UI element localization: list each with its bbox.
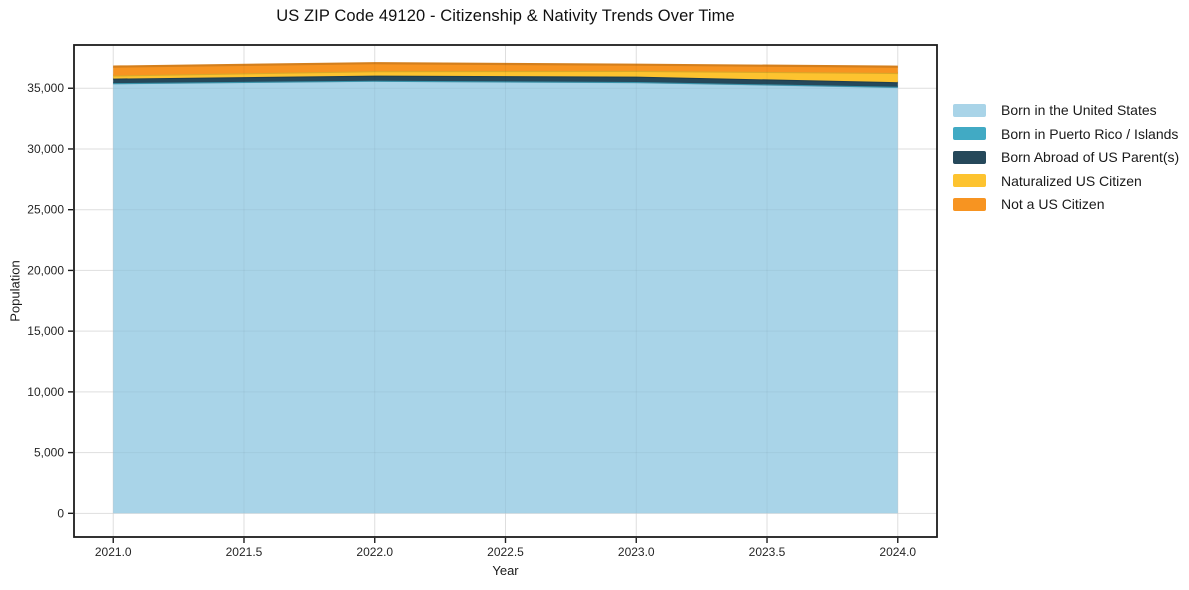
- legend-label: Born in Puerto Rico / Islands: [1001, 125, 1179, 142]
- legend-item-naturalized-us-citizen: Naturalized US Citizen: [953, 174, 1179, 188]
- x-tick-label: 2021.5: [226, 545, 263, 559]
- y-tick-label: 0: [57, 506, 64, 520]
- legend-swatch: [953, 197, 986, 211]
- legend: Born in the United States Born in Puerto …: [953, 103, 1179, 211]
- legend-label: Born in the United States: [1001, 102, 1157, 118]
- y-tick-label: 20,000: [27, 263, 64, 277]
- legend-item-born-in-puerto-rico-islands: Born in Puerto Rico / Islands: [953, 127, 1179, 141]
- x-axis-label: Year: [492, 563, 519, 578]
- legend-swatch: [953, 150, 986, 164]
- chart-title: US ZIP Code 49120 - Citizenship & Nativi…: [276, 7, 735, 25]
- y-tick-label: 5,000: [34, 446, 64, 460]
- y-axis-label: Population: [7, 260, 23, 322]
- legend-item-born-abroad-of-us-parent-s: Born Abroad of US Parent(s): [953, 150, 1179, 164]
- axes-spines: [73, 44, 938, 538]
- y-tick-label: 35,000: [27, 81, 64, 95]
- edge-not-a-us-citizen: [113, 62, 898, 68]
- y-tick-label: 15,000: [27, 324, 64, 338]
- x-tick-label: 2022.0: [356, 545, 393, 559]
- y-tick-label: 10,000: [27, 385, 64, 399]
- legend-swatch: [953, 127, 986, 140]
- area-born-in-the-united-states: [113, 80, 898, 514]
- x-tick-label: 2022.5: [487, 545, 524, 559]
- legend-label: Not a US Citizen: [1001, 196, 1105, 212]
- legend-swatch: [953, 174, 986, 187]
- legend-item-not-a-us-citizen: Not a US Citizen: [953, 197, 1179, 211]
- legend-label: Naturalized US Citizen: [1001, 172, 1142, 189]
- y-tick-label: 25,000: [27, 203, 64, 217]
- x-tick-label: 2024.0: [879, 545, 916, 559]
- legend-label: Born Abroad of US Parent(s): [1001, 149, 1180, 165]
- x-tick-label: 2023.0: [618, 545, 655, 559]
- legend-swatch: [953, 103, 986, 117]
- area-naturalized-us-citizen: [113, 70, 898, 83]
- x-tick-label: 2021.0: [95, 545, 132, 559]
- y-tick-label: 30,000: [27, 142, 64, 156]
- legend-item-born-in-the-united-states: Born in the United States: [953, 103, 1179, 117]
- x-tick-label: 2023.5: [749, 545, 786, 559]
